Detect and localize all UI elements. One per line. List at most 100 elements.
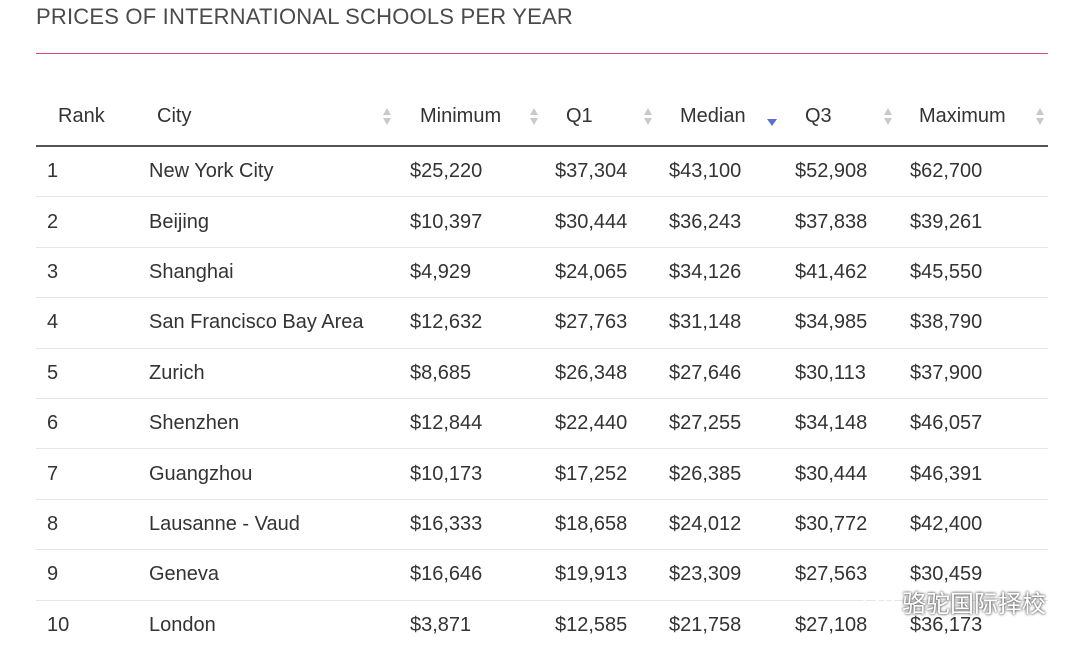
- table-row: 10 London $3,871 $12,585 $21,758 $27,108 $36,1…: [36, 600, 1048, 650]
- q1-cell: $26,348: [554, 348, 668, 399]
- table-row: 1 New York City $25,220 $37,304 $43,100 $52,9…: [36, 146, 1048, 198]
- rank-cell: 2: [36, 196, 147, 248]
- rank-cell: 5: [36, 348, 147, 399]
- table-header-row: Rank City Minimum Q1 Median Q3: [36, 91, 1048, 147]
- median-cell: $27,255: [668, 398, 793, 450]
- table-row: 7 Guangzhou $10,173 $17,252 $26,385 $30,444 $4…: [36, 448, 1048, 500]
- sort-icon[interactable]: [1036, 108, 1045, 128]
- maximum-cell: $37,900: [908, 348, 1048, 399]
- median-cell: $21,758: [669, 613, 742, 636]
- q3-cell: $34,148: [793, 398, 908, 450]
- column-header-label: Maximum: [919, 105, 1006, 127]
- sort-icon[interactable]: [644, 108, 653, 128]
- q1-cell: $27,763: [554, 297, 668, 349]
- rank-cell: 4: [36, 297, 147, 349]
- q1-cell: $19,913: [554, 549, 668, 601]
- q3-cell: $27,563: [793, 549, 908, 601]
- q3-cell: $52,908: [793, 146, 908, 198]
- maximum-cell: $39,261: [908, 196, 1048, 248]
- page-title: PRICES OF INTERNATIONAL SCHOOLS PER YEAR: [36, 4, 573, 29]
- city-cell: New York City: [147, 146, 406, 198]
- rank-cell: 10: [47, 613, 70, 636]
- maximum-cell: $46,391: [908, 448, 1048, 500]
- minimum-cell: $10,173: [406, 448, 554, 500]
- minimum-cell: $12,844: [406, 398, 554, 450]
- maximum-cell: $38,790: [908, 297, 1048, 349]
- table-row: 3 Shanghai $4,929 $24,065 $34,126 $41,462 $45,…: [36, 247, 1048, 299]
- q3-cell: $37,838: [793, 196, 908, 248]
- column-header-rank[interactable]: Rank: [36, 91, 147, 147]
- rank-cell: 9: [36, 549, 147, 601]
- city-cell: Geneva: [147, 549, 406, 601]
- column-header-label: Q3: [805, 105, 832, 127]
- rank-cell: 1: [36, 146, 147, 198]
- median-cell: $27,646: [668, 348, 793, 399]
- sort-icon[interactable]: [383, 108, 392, 128]
- prices-table: Rank City Minimum Q1 Median Q3: [36, 91, 1048, 650]
- column-header-maximum[interactable]: Maximum: [908, 91, 1048, 147]
- rank-cell: 8: [36, 499, 147, 551]
- median-cell: $31,148: [668, 297, 793, 349]
- q3-cell: $27,108: [795, 613, 868, 636]
- wechat-icon: [863, 588, 895, 616]
- watermark: 骆驼国际择校: [862, 584, 1046, 618]
- q3-cell: $34,985: [793, 297, 908, 349]
- sort-icon[interactable]: [530, 108, 539, 128]
- watermark-text: 骆驼国际择校: [902, 589, 1046, 618]
- maximum-cell: $46,057: [908, 398, 1048, 450]
- column-header-label: City: [157, 105, 192, 127]
- q1-cell: $22,440: [554, 398, 668, 450]
- city-cell: London: [149, 613, 216, 636]
- city-cell: San Francisco Bay Area: [147, 297, 406, 349]
- q1-cell: $24,065: [554, 247, 668, 299]
- column-header-q1[interactable]: Q1: [554, 91, 668, 147]
- table-body: 1 New York City $25,220 $37,304 $43,100 $52,9…: [36, 146, 1048, 650]
- minimum-cell: $10,397: [406, 196, 554, 248]
- q3-cell: $30,444: [793, 448, 908, 500]
- maximum-cell: $45,550: [908, 247, 1048, 299]
- median-cell: $23,309: [668, 549, 793, 601]
- median-cell: $24,012: [668, 499, 793, 551]
- q3-cell: $30,113: [793, 348, 908, 399]
- q1-cell: $30,444: [554, 196, 668, 248]
- city-cell: Guangzhou: [147, 448, 406, 500]
- minimum-cell: $4,929: [406, 247, 554, 299]
- minimum-cell: $16,333: [406, 499, 554, 551]
- title-divider: [36, 53, 1048, 54]
- rank-cell: 3: [36, 247, 147, 299]
- sort-descending-icon[interactable]: [767, 108, 777, 128]
- median-cell: $43,100: [668, 146, 793, 198]
- table-row: 8 Lausanne - Vaud $16,333 $18,658 $24,012 $30…: [36, 499, 1048, 551]
- minimum-cell: $25,220: [406, 146, 554, 198]
- maximum-cell: $30,459: [908, 549, 1048, 601]
- minimum-cell: $12,632: [406, 297, 554, 349]
- q1-cell: $18,658: [554, 499, 668, 551]
- minimum-cell: $3,871: [410, 613, 472, 636]
- minimum-cell: $8,685: [406, 348, 554, 399]
- column-header-label: Rank: [58, 105, 105, 127]
- table-row: 6 Shenzhen $12,844 $22,440 $27,255 $34,148 $46…: [36, 398, 1048, 450]
- column-header-median[interactable]: Median: [668, 91, 793, 147]
- column-header-city[interactable]: City: [147, 91, 406, 147]
- median-cell: $34,126: [668, 247, 793, 299]
- q1-cell: $12,585: [555, 613, 628, 636]
- table-row: 5 Zurich $8,685 $26,348 $27,646 $30,113 $37,90…: [36, 348, 1048, 399]
- median-cell: $26,385: [668, 448, 793, 500]
- maximum-cell: $62,700: [908, 146, 1048, 198]
- table-row: 4 San Francisco Bay Area $12,632 $27,763 $31…: [36, 297, 1048, 349]
- column-header-label: Minimum: [420, 105, 502, 127]
- sort-icon[interactable]: [884, 108, 893, 128]
- q3-cell: $30,772: [793, 499, 908, 551]
- table-row: 9 Geneva $16,646 $19,913 $23,309 $27,563 $30,4…: [36, 549, 1048, 601]
- q3-cell: $41,462: [793, 247, 908, 299]
- maximum-cell: $36,173: [910, 613, 983, 636]
- column-header-q3[interactable]: Q3: [793, 91, 908, 147]
- median-cell: $36,243: [668, 196, 793, 248]
- column-header-label: Q1: [566, 105, 593, 127]
- column-header-minimum[interactable]: Minimum: [406, 91, 554, 147]
- minimum-cell: $16,646: [406, 549, 554, 601]
- rank-cell: 7: [36, 448, 147, 500]
- rank-cell: 6: [36, 398, 147, 450]
- maximum-cell: $42,400: [908, 499, 1048, 551]
- q1-cell: $37,304: [554, 146, 668, 198]
